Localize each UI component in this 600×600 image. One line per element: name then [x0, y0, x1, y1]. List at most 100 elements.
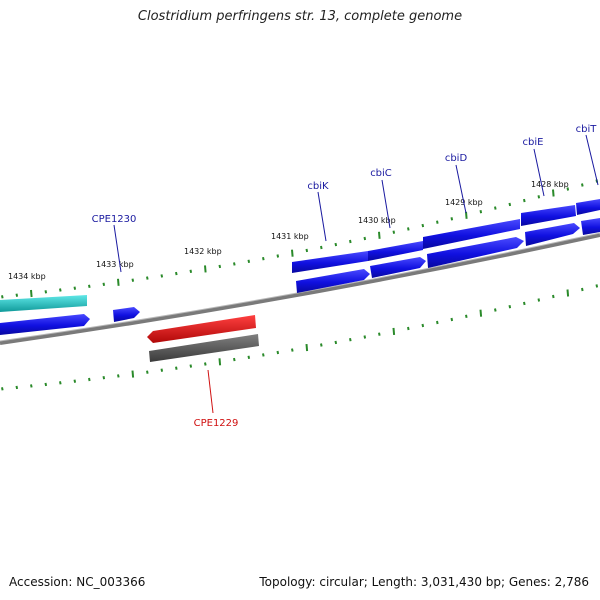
tick-mark: [378, 231, 381, 239]
tick-mark: [291, 348, 294, 352]
tick-mark: [465, 314, 468, 318]
tick-mark: [160, 274, 164, 278]
kbp-label: 1434 kbp: [8, 272, 46, 281]
map-title: Clostridium perfringens str. 13, complet…: [137, 9, 463, 24]
tick-mark: [508, 305, 512, 309]
gene-arrow[interactable]: [0, 314, 90, 335]
gene-arrow[interactable]: [149, 334, 259, 362]
gene-arrow[interactable]: [427, 237, 524, 268]
tick-mark: [537, 195, 541, 199]
tick-mark: [581, 287, 584, 292]
tick-mark: [131, 370, 135, 378]
tick-mark: [88, 284, 91, 288]
tick-mark: [44, 290, 48, 294]
gene-arrow[interactable]: [576, 199, 600, 215]
tick-mark: [15, 293, 19, 297]
kbp-label: 1431 kbp: [271, 232, 309, 241]
tick-mark: [479, 210, 483, 214]
tick-mark: [320, 343, 323, 347]
tick-mark: [102, 282, 106, 286]
tick-mark: [537, 298, 541, 302]
tick-mark: [552, 189, 555, 197]
gene-arrow[interactable]: [296, 269, 370, 293]
tick-mark: [160, 368, 164, 372]
tick-mark: [494, 308, 497, 312]
tick-mark: [450, 217, 454, 221]
tick-mark: [479, 309, 483, 317]
tick-mark: [262, 257, 265, 261]
gene-label-cbik[interactable]: cbiK: [307, 181, 329, 192]
tick-mark: [189, 364, 193, 368]
reverse-genes: [147, 315, 259, 362]
tick-mark: [363, 335, 367, 339]
gene-arrow[interactable]: [113, 307, 140, 322]
tick-mark: [59, 288, 62, 292]
tick-mark: [233, 357, 236, 362]
tick-mark: [566, 289, 570, 297]
gene-arrow[interactable]: [423, 219, 520, 249]
gene-arrow[interactable]: [525, 223, 580, 246]
tick-mark: [102, 376, 106, 380]
tick-mark: [73, 286, 77, 290]
tick-mark: [421, 323, 425, 328]
gene-label-cbit[interactable]: cbiT: [576, 124, 598, 135]
tick-mark: [276, 254, 280, 258]
tick-mark: [146, 370, 149, 374]
tick-mark: [566, 187, 570, 191]
tick-mark: [88, 377, 91, 382]
gene-label-cbic[interactable]: cbiC: [370, 168, 392, 179]
tick-mark: [59, 381, 62, 385]
tick-mark: [233, 262, 236, 266]
tick-mark: [262, 353, 265, 357]
gene-label-cbid[interactable]: cbiD: [445, 153, 468, 164]
tick-mark: [73, 379, 77, 383]
gene-label-cpe1230[interactable]: CPE1230: [92, 214, 137, 225]
tick-mark: [363, 236, 367, 241]
gene-arrow[interactable]: [581, 218, 600, 235]
tick-mark: [421, 223, 425, 228]
gene-arrow[interactable]: [370, 257, 426, 278]
gene-label-group: CPE1230 cbiK cbiC cbiD cbiE cbiT CPE1229: [92, 124, 598, 429]
tick-mark: [131, 278, 135, 282]
tick-mark: [218, 264, 222, 269]
tick-mark: [349, 338, 352, 342]
gene-arrow[interactable]: [521, 205, 576, 226]
forward-outer-genes: [0, 199, 600, 312]
lower-tick-track: [1, 284, 599, 391]
tick-mark: [247, 355, 251, 359]
tick-mark: [436, 320, 439, 325]
gene-arrow[interactable]: [147, 315, 256, 343]
tick-mark: [407, 227, 410, 231]
tick-mark: [204, 265, 207, 273]
tick-mark: [523, 301, 526, 306]
topology-text: Topology: circular; Length: 3,031,430 bp…: [259, 575, 589, 589]
tick-mark: [320, 245, 323, 250]
tick-mark: [218, 358, 222, 366]
tick-mark: [494, 206, 497, 210]
tick-mark: [305, 344, 309, 352]
tick-mark: [30, 384, 33, 388]
tick-mark: [30, 289, 33, 298]
tick-mark: [349, 239, 352, 244]
tick-mark: [378, 332, 381, 336]
gene-arrow[interactable]: [292, 251, 368, 273]
tick-mark: [450, 317, 454, 322]
gene-label-cbie[interactable]: cbiE: [523, 137, 544, 148]
tick-mark: [392, 327, 396, 335]
tick-mark: [146, 276, 149, 280]
leader-lines: [113, 134, 599, 414]
kbp-label: 1432 kbp: [184, 247, 222, 256]
tick-mark: [189, 269, 193, 273]
tick-mark: [508, 202, 512, 207]
tick-mark: [1, 387, 4, 391]
tick-mark: [334, 242, 338, 247]
gene-arrow[interactable]: [368, 241, 423, 261]
gene-label-cpe1229[interactable]: CPE1229: [194, 418, 239, 429]
gene-arrow[interactable]: [0, 295, 87, 312]
tick-mark: [436, 220, 439, 224]
tick-mark: [204, 362, 207, 366]
tick-mark: [117, 374, 120, 378]
tick-mark: [291, 249, 294, 257]
forward-inner-genes: [0, 218, 600, 335]
